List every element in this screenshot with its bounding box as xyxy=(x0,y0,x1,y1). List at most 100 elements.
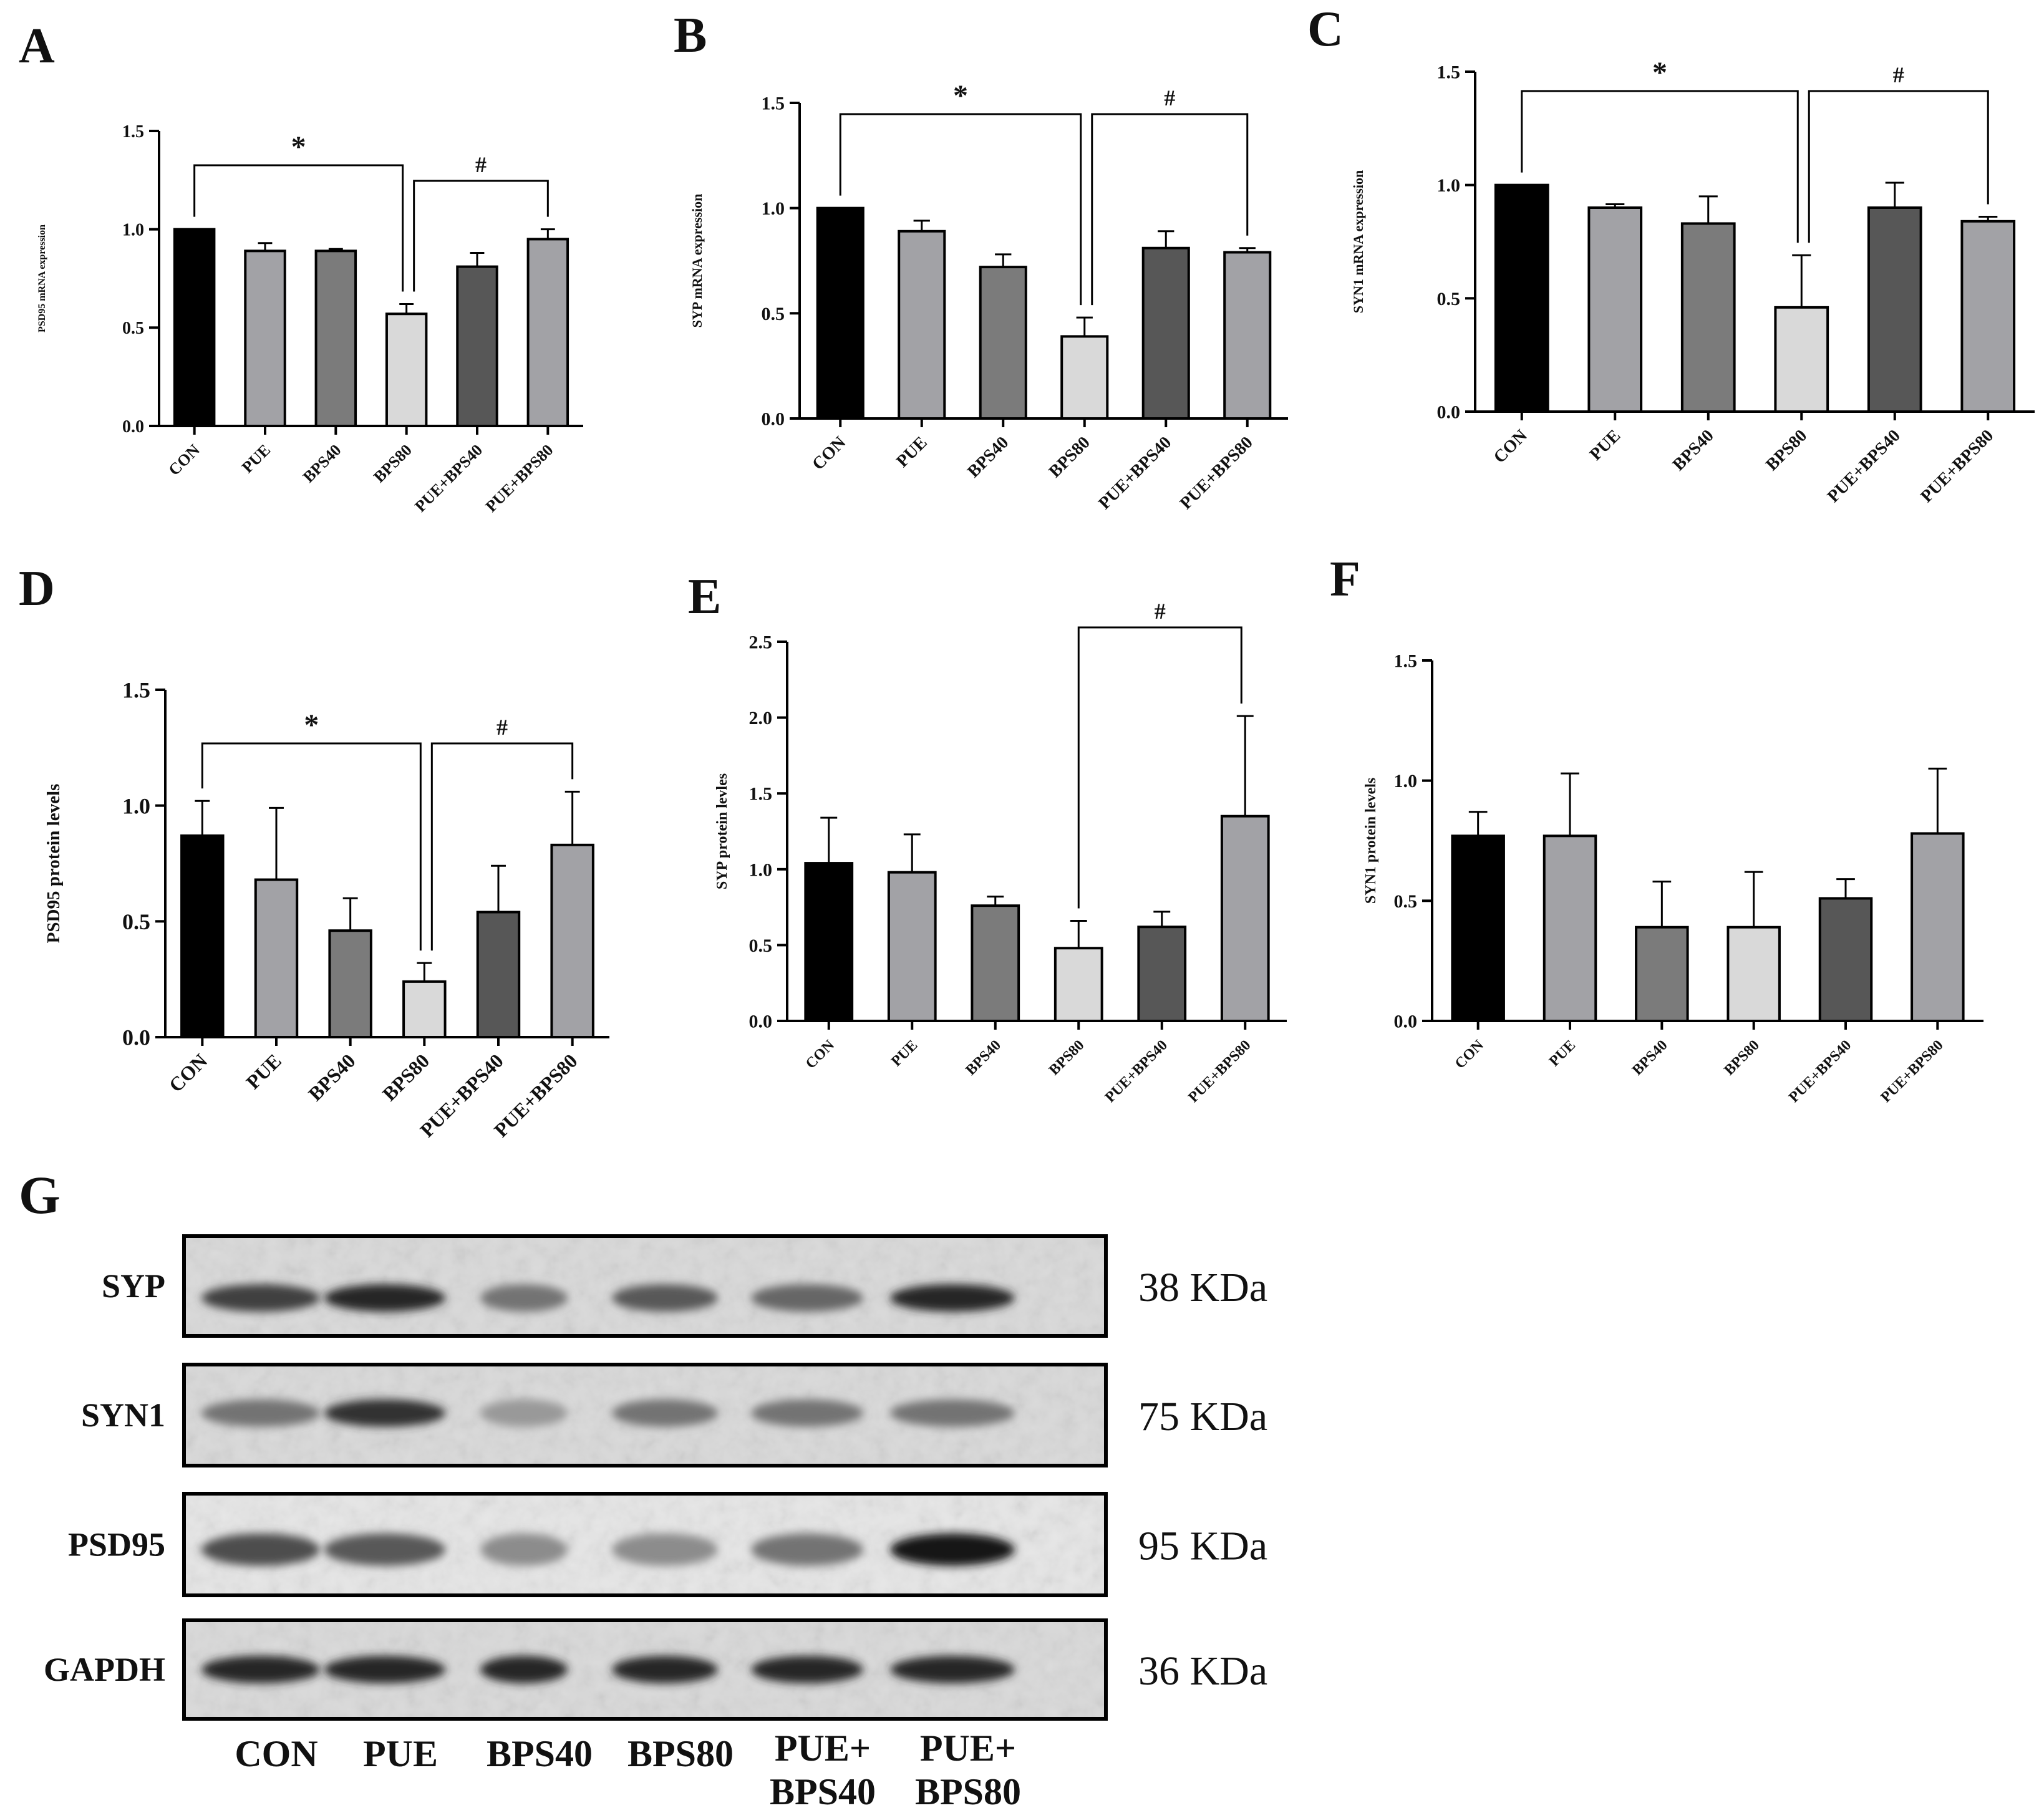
bar-bps80 xyxy=(1060,335,1109,420)
bar-pue-bps80 xyxy=(1223,251,1272,420)
blot-band xyxy=(201,1399,320,1427)
significance-mark: # xyxy=(496,715,508,740)
y-tick-label: 0.5 xyxy=(122,319,144,338)
x-tick-label: CON xyxy=(165,1049,212,1096)
molecular-weight-label: 36 KDa xyxy=(1138,1648,1267,1694)
x-tick-label: CON xyxy=(808,433,850,474)
y-axis-label: SYN1 protein levels xyxy=(1363,778,1379,904)
bar-con xyxy=(173,228,216,427)
x-tick-label: PUE+BPS40 xyxy=(1095,433,1175,513)
chart-panel-c: C 0.0 0.5 1.0 1.5 SYN1 mRNA expression CON PUE B… xyxy=(1307,2,2035,506)
panel-letter: C xyxy=(1307,2,1344,57)
y-tick-label: 1.0 xyxy=(122,793,150,818)
blot-border xyxy=(182,1363,1108,1467)
bar-bps80 xyxy=(1774,306,1829,413)
x-tick-label: PUE xyxy=(1586,426,1625,465)
panel-letter: F xyxy=(1330,552,1360,607)
blot-band xyxy=(890,1533,1015,1566)
molecular-weight-label: 95 KDa xyxy=(1138,1524,1267,1569)
blot-row-label: SYN1 xyxy=(81,1396,165,1434)
x-tick-label: BPS40 xyxy=(299,441,345,486)
significance-mark: * xyxy=(953,79,968,112)
bar-pue-bps80 xyxy=(526,238,569,427)
blot-band xyxy=(324,1656,446,1683)
y-tick-label: 1.0 xyxy=(749,859,773,880)
blot-row-label: PSD95 xyxy=(68,1526,165,1564)
bar-pue-bps40 xyxy=(1818,897,1873,1022)
y-tick-label: 2.5 xyxy=(749,632,773,653)
y-axis-label: PSD95 protein levels xyxy=(44,784,64,944)
blot-band xyxy=(201,1533,320,1566)
bar-pue xyxy=(1543,834,1597,1022)
x-tick-label: PUE xyxy=(238,441,274,476)
y-tick-label: 1.0 xyxy=(762,198,785,219)
bar-bps40 xyxy=(1680,222,1736,413)
bar-bps40 xyxy=(314,249,357,427)
panel-letter: A xyxy=(19,19,55,74)
significance-mark: * xyxy=(291,130,306,163)
blot-band xyxy=(890,1656,1015,1683)
bar-con xyxy=(1451,834,1505,1022)
significance-bracket xyxy=(201,742,422,951)
x-tick-label: BPS80 xyxy=(378,1049,434,1105)
x-tick-label: BPS80 xyxy=(1045,433,1094,481)
blot-border xyxy=(182,1492,1108,1597)
significance-bracket xyxy=(1091,113,1249,306)
bar-bps40 xyxy=(328,929,372,1038)
y-tick-label: 0.5 xyxy=(749,936,773,956)
chart-panel-e: E 0.0 0.5 1.0 1.5 2.0 2.5 SYP protein levles CON… xyxy=(688,569,1287,1106)
bar-con xyxy=(1494,183,1549,413)
y-tick-label: 1.5 xyxy=(122,122,144,142)
blot-lane-label: PUE+ xyxy=(775,1728,871,1769)
blot-lane-label: CON xyxy=(235,1733,317,1774)
significance-bracket xyxy=(193,164,404,292)
molecular-weight-label: 75 KDa xyxy=(1138,1394,1267,1439)
chart-panel-a: A 0.0 0.5 1.0 1.5 PSD95 mRNA expression CON PUE… xyxy=(19,19,583,516)
significance-mark: # xyxy=(1164,85,1175,110)
panel-letter: B xyxy=(674,8,707,63)
bar-bps80 xyxy=(1727,926,1781,1022)
molecular-weight-label: 38 KDa xyxy=(1138,1265,1267,1310)
bar-pue-bps40 xyxy=(1141,246,1190,420)
bar-con xyxy=(180,834,225,1038)
x-tick-label: BPS40 xyxy=(1669,426,1718,475)
y-tick-label: 0.0 xyxy=(749,1012,773,1032)
y-tick-label: 0.5 xyxy=(1437,289,1461,309)
x-tick-label: BPS40 xyxy=(963,1037,1004,1078)
blot-band xyxy=(480,1399,568,1427)
y-tick-label: 1.5 xyxy=(749,784,773,805)
x-tick-label: CON xyxy=(165,441,204,480)
blot-band xyxy=(324,1533,446,1566)
bar-bps80 xyxy=(1053,947,1103,1023)
blot-band xyxy=(324,1399,446,1427)
x-tick-label: BPS40 xyxy=(1629,1037,1670,1078)
blot-border xyxy=(182,1234,1108,1338)
significance-bracket xyxy=(1077,626,1242,909)
y-tick-label: 0.0 xyxy=(762,409,785,430)
y-tick-label: 1.5 xyxy=(1437,62,1461,83)
bar-pue xyxy=(254,878,299,1038)
x-tick-label: PUE xyxy=(893,433,931,471)
x-tick-label: CON xyxy=(1490,426,1531,467)
bar-pue-bps40 xyxy=(1137,926,1187,1022)
significance-bracket xyxy=(430,742,574,951)
x-tick-label: PUE+BPS80 xyxy=(1917,426,1997,506)
blot-band xyxy=(480,1656,568,1683)
blot-band xyxy=(751,1399,863,1427)
x-tick-label: PUE+BPS80 xyxy=(482,441,557,516)
western-blot-panel: G SYP 38 KDa SYN1 75 KDa PSD95 95 KDa GAPDH 36 K… xyxy=(19,1165,1267,1812)
blot-band xyxy=(612,1656,718,1683)
blot-border xyxy=(182,1618,1108,1721)
bar-pue-bps40 xyxy=(456,265,498,427)
bar-bps40 xyxy=(1635,926,1689,1022)
blot-band xyxy=(612,1533,718,1566)
blot-band xyxy=(612,1399,718,1427)
x-tick-label: PUE+BPS40 xyxy=(411,441,486,516)
bar-pue xyxy=(244,249,286,427)
blot-row-psd95: PSD95 95 KDa xyxy=(68,1492,1267,1597)
bar-pue xyxy=(887,871,937,1022)
x-tick-label: BPS80 xyxy=(370,441,415,486)
significance-bracket xyxy=(413,180,549,292)
panel-letter: G xyxy=(19,1165,61,1225)
x-tick-label: PUE+BPS80 xyxy=(1176,433,1257,513)
